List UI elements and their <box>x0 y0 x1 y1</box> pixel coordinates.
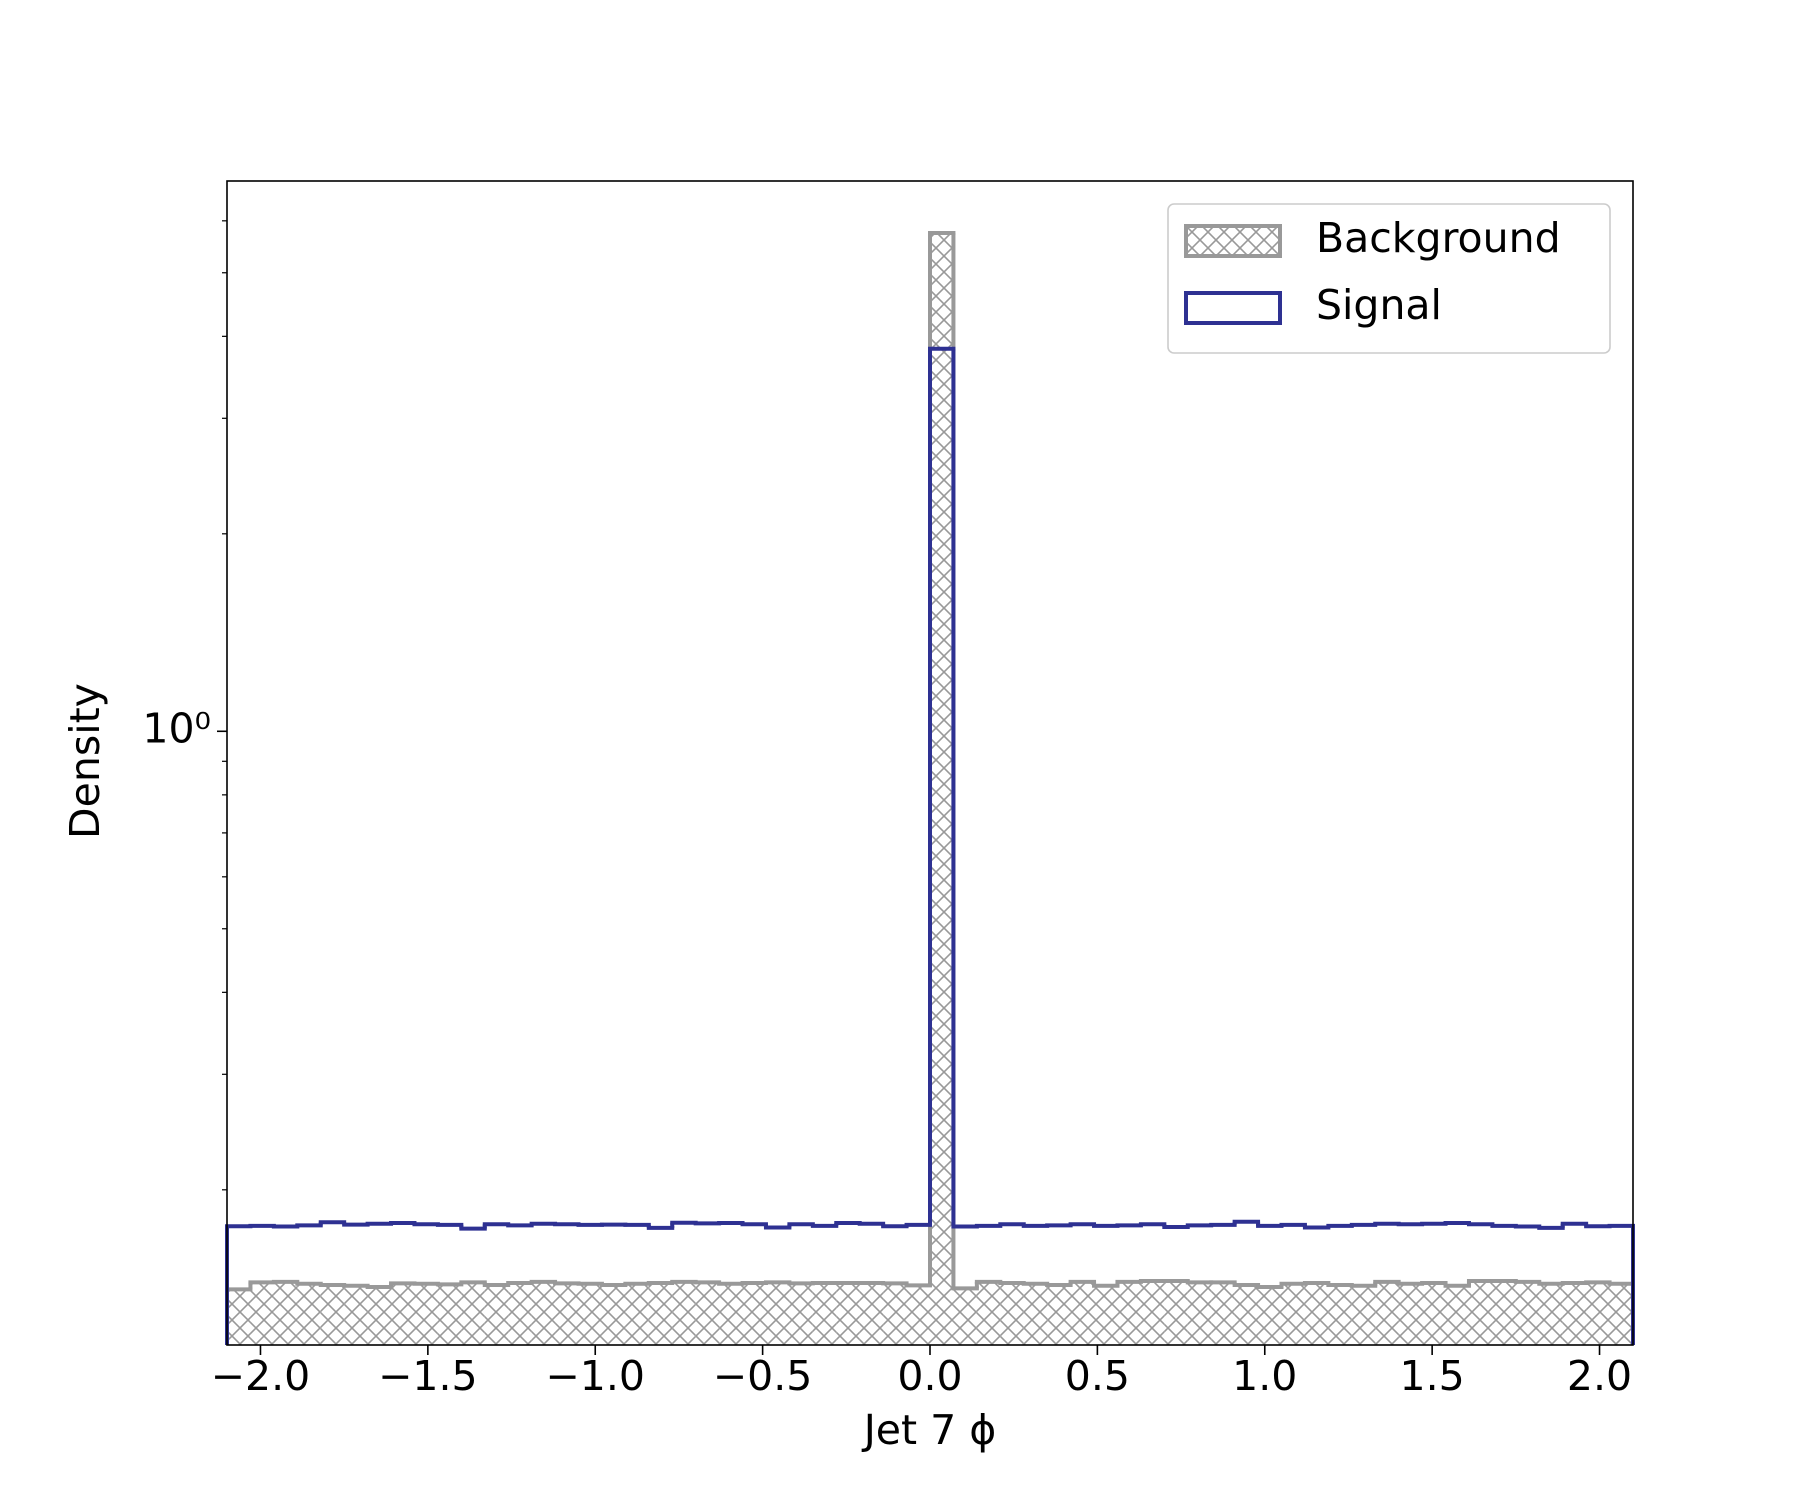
bar <box>672 1281 696 1345</box>
bar <box>391 1283 415 1345</box>
bar <box>297 1283 321 1345</box>
bar <box>1187 1282 1212 1345</box>
bar <box>1328 1284 1352 1345</box>
x-tick-label: −0.5 <box>713 1352 813 1400</box>
bar <box>930 232 954 1345</box>
bar <box>1468 1281 1493 1345</box>
bar <box>742 1283 766 1345</box>
bar <box>1398 1283 1423 1345</box>
x-tick-label: 0.5 <box>1065 1352 1130 1400</box>
bar <box>1586 1282 1610 1345</box>
x-tick-label: 2.0 <box>1567 1352 1632 1400</box>
bar <box>1023 1283 1048 1345</box>
bar <box>859 1283 884 1345</box>
legend-label: Signal <box>1316 281 1442 329</box>
bar <box>1047 1284 1071 1345</box>
bar <box>1304 1283 1329 1345</box>
x-axis-label: Jet 7 ϕ <box>861 1406 997 1454</box>
bar <box>1234 1284 1259 1345</box>
bar <box>976 1281 1001 1345</box>
bar <box>695 1282 720 1345</box>
x-tick-label: −1.0 <box>545 1352 645 1400</box>
series-1 <box>225 346 1635 1345</box>
y-axis-label: Density <box>61 683 109 839</box>
y-tick-label: 10⁰ <box>142 704 211 752</box>
bar <box>414 1283 438 1345</box>
bar <box>1094 1285 1118 1345</box>
bar <box>1375 1281 1399 1345</box>
bar <box>1422 1283 1446 1345</box>
bar <box>531 1281 556 1345</box>
bar <box>836 1283 860 1345</box>
bar <box>273 1281 298 1345</box>
bar <box>320 1284 345 1345</box>
bar <box>601 1284 626 1345</box>
bar <box>1117 1281 1141 1345</box>
x-tick-label: 0.0 <box>897 1352 962 1400</box>
legend: Background Signal <box>1167 203 1611 354</box>
legend-swatch <box>1184 291 1282 325</box>
bar <box>484 1284 509 1345</box>
bar <box>625 1283 649 1345</box>
bar <box>461 1282 485 1345</box>
bar <box>1281 1283 1305 1345</box>
bar <box>437 1284 462 1345</box>
x-tick-label: 1.5 <box>1400 1352 1465 1400</box>
bar <box>1539 1283 1563 1345</box>
bar <box>344 1285 368 1345</box>
bar <box>883 1283 907 1345</box>
bar <box>227 1289 251 1345</box>
bar <box>1562 1283 1587 1345</box>
bar <box>1258 1286 1282 1345</box>
legend-swatch <box>1184 224 1282 258</box>
bar <box>508 1283 532 1345</box>
bar <box>765 1282 790 1345</box>
bar <box>1000 1283 1024 1345</box>
bar <box>648 1283 673 1345</box>
bar <box>1445 1285 1469 1345</box>
x-tick-label: 1.0 <box>1232 1352 1297 1400</box>
bar <box>812 1283 837 1345</box>
bar <box>1070 1281 1095 1345</box>
x-tick-label: −1.5 <box>378 1352 478 1400</box>
legend-label: Background <box>1316 214 1561 262</box>
bar <box>953 1288 977 1345</box>
bar <box>578 1283 602 1345</box>
x-tick-label: −2.0 <box>211 1352 311 1400</box>
bar <box>1164 1281 1188 1345</box>
bar <box>906 1285 930 1345</box>
bar <box>1515 1281 1540 1345</box>
bar <box>367 1286 392 1345</box>
bar <box>1140 1281 1165 1345</box>
bar <box>719 1283 743 1345</box>
bar <box>555 1283 579 1345</box>
bar <box>1609 1283 1633 1345</box>
bar <box>789 1283 813 1345</box>
bar <box>1211 1282 1235 1345</box>
bar <box>1492 1281 1516 1345</box>
bar <box>250 1282 274 1345</box>
bar <box>1351 1285 1376 1345</box>
